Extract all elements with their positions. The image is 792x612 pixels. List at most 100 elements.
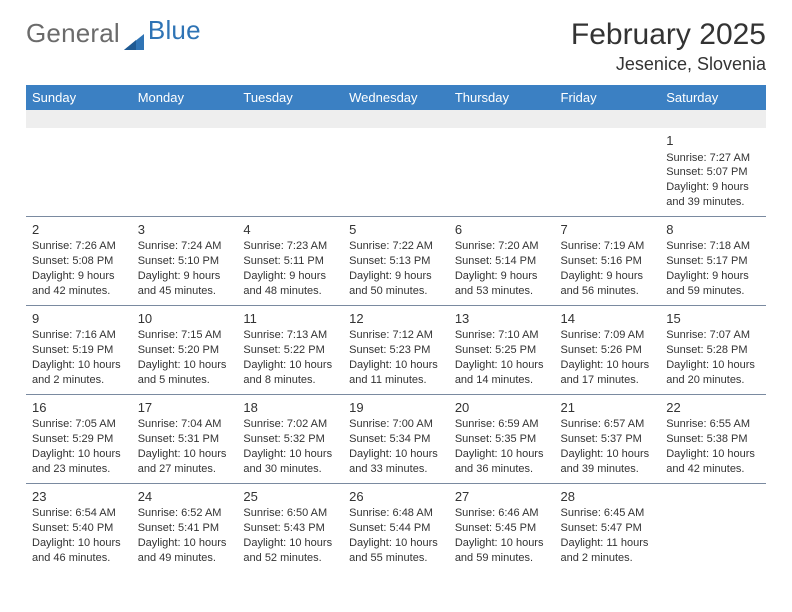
logo-text-1: General [26, 18, 120, 49]
calendar-cell: 11Sunrise: 7:13 AMSunset: 5:22 PMDayligh… [237, 305, 343, 394]
weekday-header: Saturday [660, 85, 766, 110]
sunrise-text: Sunrise: 7:23 AM [243, 239, 337, 254]
day-number: 1 [666, 132, 760, 150]
sunrise-text: Sunrise: 7:00 AM [349, 417, 443, 432]
calendar-cell: 24Sunrise: 6:52 AMSunset: 5:41 PMDayligh… [132, 483, 238, 571]
daylight-text: Daylight: 10 hours and 52 minutes. [243, 536, 337, 566]
sunset-text: Sunset: 5:20 PM [138, 343, 232, 358]
sunrise-text: Sunrise: 7:16 AM [32, 328, 126, 343]
daylight-text: Daylight: 9 hours and 56 minutes. [561, 269, 655, 299]
calendar-cell: 9Sunrise: 7:16 AMSunset: 5:19 PMDaylight… [26, 305, 132, 394]
sunset-text: Sunset: 5:47 PM [561, 521, 655, 536]
daylight-text: Daylight: 10 hours and 14 minutes. [455, 358, 549, 388]
sunrise-text: Sunrise: 7:09 AM [561, 328, 655, 343]
daylight-text: Daylight: 10 hours and 36 minutes. [455, 447, 549, 477]
sunset-text: Sunset: 5:40 PM [32, 521, 126, 536]
calendar-cell: 25Sunrise: 6:50 AMSunset: 5:43 PMDayligh… [237, 483, 343, 571]
sunset-text: Sunset: 5:31 PM [138, 432, 232, 447]
daylight-text: Daylight: 10 hours and 42 minutes. [666, 447, 760, 477]
sunrise-text: Sunrise: 7:13 AM [243, 328, 337, 343]
calendar-body: 1Sunrise: 7:27 AMSunset: 5:07 PMDaylight… [26, 110, 766, 572]
daylight-text: Daylight: 10 hours and 8 minutes. [243, 358, 337, 388]
sunrise-text: Sunrise: 7:27 AM [666, 151, 760, 166]
calendar-cell: 10Sunrise: 7:15 AMSunset: 5:20 PMDayligh… [132, 305, 238, 394]
sunrise-text: Sunrise: 7:26 AM [32, 239, 126, 254]
sunset-text: Sunset: 5:16 PM [561, 254, 655, 269]
calendar-cell: 7Sunrise: 7:19 AMSunset: 5:16 PMDaylight… [555, 216, 661, 305]
day-number: 20 [455, 399, 549, 417]
daylight-text: Daylight: 9 hours and 53 minutes. [455, 269, 549, 299]
daylight-text: Daylight: 10 hours and 17 minutes. [561, 358, 655, 388]
calendar-cell: 23Sunrise: 6:54 AMSunset: 5:40 PMDayligh… [26, 483, 132, 571]
sunset-text: Sunset: 5:45 PM [455, 521, 549, 536]
sunrise-text: Sunrise: 7:22 AM [349, 239, 443, 254]
daylight-text: Daylight: 10 hours and 5 minutes. [138, 358, 232, 388]
sunset-text: Sunset: 5:28 PM [666, 343, 760, 358]
calendar-cell [660, 483, 766, 571]
calendar-table: Sunday Monday Tuesday Wednesday Thursday… [26, 85, 766, 572]
daylight-text: Daylight: 10 hours and 11 minutes. [349, 358, 443, 388]
day-number: 13 [455, 310, 549, 328]
sunrise-text: Sunrise: 7:18 AM [666, 239, 760, 254]
sunset-text: Sunset: 5:08 PM [32, 254, 126, 269]
day-number: 9 [32, 310, 126, 328]
day-number: 17 [138, 399, 232, 417]
sunset-text: Sunset: 5:10 PM [138, 254, 232, 269]
daylight-text: Daylight: 10 hours and 33 minutes. [349, 447, 443, 477]
empty-spacer-cell [449, 110, 555, 128]
header: General Blue February 2025 Jesenice, Slo… [26, 18, 766, 75]
sunrise-text: Sunrise: 6:54 AM [32, 506, 126, 521]
calendar-cell [132, 128, 238, 216]
calendar-cell: 12Sunrise: 7:12 AMSunset: 5:23 PMDayligh… [343, 305, 449, 394]
calendar-cell: 22Sunrise: 6:55 AMSunset: 5:38 PMDayligh… [660, 394, 766, 483]
calendar-cell: 6Sunrise: 7:20 AMSunset: 5:14 PMDaylight… [449, 216, 555, 305]
calendar-cell: 5Sunrise: 7:22 AMSunset: 5:13 PMDaylight… [343, 216, 449, 305]
sunset-text: Sunset: 5:34 PM [349, 432, 443, 447]
calendar-cell: 15Sunrise: 7:07 AMSunset: 5:28 PMDayligh… [660, 305, 766, 394]
daylight-text: Daylight: 9 hours and 50 minutes. [349, 269, 443, 299]
sunset-text: Sunset: 5:19 PM [32, 343, 126, 358]
sunrise-text: Sunrise: 6:45 AM [561, 506, 655, 521]
daylight-text: Daylight: 9 hours and 59 minutes. [666, 269, 760, 299]
sunset-text: Sunset: 5:32 PM [243, 432, 337, 447]
sunrise-text: Sunrise: 7:07 AM [666, 328, 760, 343]
day-number: 23 [32, 488, 126, 506]
calendar-cell: 18Sunrise: 7:02 AMSunset: 5:32 PMDayligh… [237, 394, 343, 483]
calendar-cell: 27Sunrise: 6:46 AMSunset: 5:45 PMDayligh… [449, 483, 555, 571]
calendar-cell: 3Sunrise: 7:24 AMSunset: 5:10 PMDaylight… [132, 216, 238, 305]
day-number: 14 [561, 310, 655, 328]
day-number: 26 [349, 488, 443, 506]
day-number: 8 [666, 221, 760, 239]
sunrise-text: Sunrise: 6:59 AM [455, 417, 549, 432]
sunset-text: Sunset: 5:44 PM [349, 521, 443, 536]
calendar-cell: 1Sunrise: 7:27 AMSunset: 5:07 PMDaylight… [660, 128, 766, 216]
sunset-text: Sunset: 5:43 PM [243, 521, 337, 536]
day-number: 2 [32, 221, 126, 239]
calendar-cell: 28Sunrise: 6:45 AMSunset: 5:47 PMDayligh… [555, 483, 661, 571]
calendar-cell: 19Sunrise: 7:00 AMSunset: 5:34 PMDayligh… [343, 394, 449, 483]
sunrise-text: Sunrise: 6:52 AM [138, 506, 232, 521]
sunset-text: Sunset: 5:13 PM [349, 254, 443, 269]
sunset-text: Sunset: 5:35 PM [455, 432, 549, 447]
weekday-header: Wednesday [343, 85, 449, 110]
empty-spacer-cell [26, 110, 132, 128]
daylight-text: Daylight: 10 hours and 39 minutes. [561, 447, 655, 477]
calendar-page: General Blue February 2025 Jesenice, Slo… [0, 0, 792, 612]
location-subtitle: Jesenice, Slovenia [571, 54, 766, 75]
day-number: 10 [138, 310, 232, 328]
calendar-header-row: Sunday Monday Tuesday Wednesday Thursday… [26, 85, 766, 110]
calendar-cell [343, 128, 449, 216]
title-block: February 2025 Jesenice, Slovenia [571, 18, 766, 75]
sunset-text: Sunset: 5:17 PM [666, 254, 760, 269]
calendar-cell [555, 128, 661, 216]
day-number: 28 [561, 488, 655, 506]
daylight-text: Daylight: 10 hours and 59 minutes. [455, 536, 549, 566]
sunrise-text: Sunrise: 7:02 AM [243, 417, 337, 432]
sunrise-text: Sunrise: 7:20 AM [455, 239, 549, 254]
empty-spacer-cell [660, 110, 766, 128]
day-number: 15 [666, 310, 760, 328]
day-number: 16 [32, 399, 126, 417]
calendar-cell: 17Sunrise: 7:04 AMSunset: 5:31 PMDayligh… [132, 394, 238, 483]
day-number: 12 [349, 310, 443, 328]
sunset-text: Sunset: 5:14 PM [455, 254, 549, 269]
